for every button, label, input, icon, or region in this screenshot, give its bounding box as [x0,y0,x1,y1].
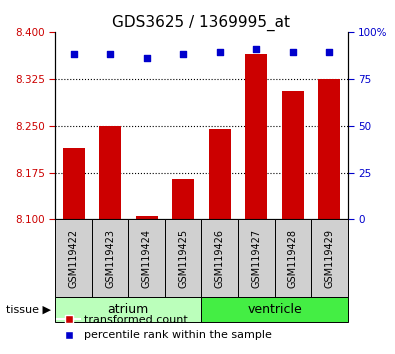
Point [107,52,113,57]
Bar [99,126,121,219]
Point [253,46,260,52]
Text: ventricle: ventricle [247,303,302,316]
Text: atrium: atrium [108,303,149,316]
Bar [209,129,231,219]
Bar [275,219,311,297]
Bar [282,91,304,219]
Bar [136,216,158,219]
Title: GDS3625 / 1369995_at: GDS3625 / 1369995_at [113,14,290,30]
Point [216,50,223,55]
Bar [311,219,348,297]
Text: GSM119425: GSM119425 [178,229,188,288]
Text: GSM119427: GSM119427 [251,229,261,288]
Text: GSM119426: GSM119426 [215,229,225,288]
Point [70,52,77,57]
Text: GSM119428: GSM119428 [288,229,298,288]
Point [180,52,186,57]
Bar [63,148,85,219]
Text: GSM119429: GSM119429 [324,229,334,288]
Bar [238,219,275,297]
Bar [318,79,340,219]
Point [326,50,333,55]
Bar [55,219,92,297]
Bar [245,54,267,219]
Text: GSM119424: GSM119424 [142,229,152,288]
Text: GSM119423: GSM119423 [105,229,115,288]
Point [290,50,296,55]
Text: GSM119422: GSM119422 [69,229,79,288]
Point [143,55,150,61]
Bar [128,219,165,297]
Bar [92,219,128,297]
Bar [55,297,201,322]
Bar [172,179,194,219]
Text: tissue ▶: tissue ▶ [6,305,51,315]
Bar [165,219,201,297]
Bar [201,297,348,322]
Bar [201,219,238,297]
Legend: transformed count, percentile rank within the sample: transformed count, percentile rank withi… [53,310,276,345]
